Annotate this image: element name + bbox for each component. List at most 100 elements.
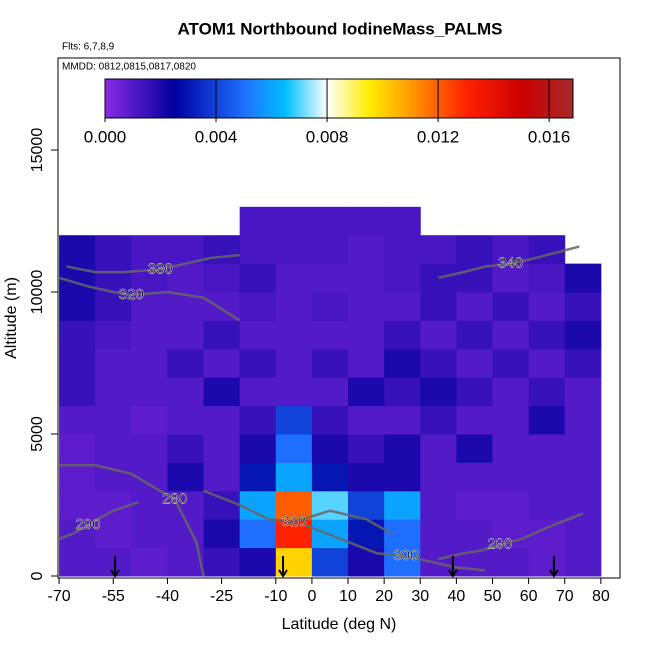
heat-cell <box>239 235 277 265</box>
heat-cell <box>275 235 313 265</box>
colorbar-tick-label: 0.004 <box>195 127 238 146</box>
heat-cell <box>275 547 313 577</box>
heat-cell <box>492 292 530 321</box>
flight-marker <box>278 556 288 578</box>
heat-cell <box>239 547 277 577</box>
heat-cell <box>59 490 96 520</box>
x-tick-label: 60 <box>520 588 538 605</box>
heat-cell <box>384 320 421 350</box>
heat-cell <box>275 490 313 520</box>
heat-cell <box>456 320 494 350</box>
flight-marker <box>549 556 559 578</box>
heat-cell <box>311 434 349 463</box>
heat-cell <box>239 348 277 378</box>
heat-cell <box>203 434 241 463</box>
x-tick-label: -40 <box>156 588 179 605</box>
heat-cell <box>239 434 277 463</box>
heat-cell <box>492 235 530 265</box>
heat-cell <box>348 377 385 407</box>
heat-cell <box>95 263 132 293</box>
heat-cell <box>311 206 349 236</box>
heat-cell <box>59 320 96 350</box>
heat-cell <box>456 292 494 321</box>
heat-cell <box>203 519 241 549</box>
heat-cell <box>59 292 96 321</box>
heat-cell <box>348 434 385 463</box>
contour-line <box>58 500 139 541</box>
heat-cell <box>528 405 566 435</box>
heat-cell <box>564 263 602 293</box>
heat-cell <box>239 263 277 293</box>
x-tick-label: 70 <box>556 588 574 605</box>
heat-cell <box>167 348 205 378</box>
contour-label: 330 <box>148 260 173 277</box>
heat-cell <box>311 462 349 492</box>
heat-cell <box>95 434 132 463</box>
heat-cell <box>348 206 385 236</box>
heat-cell <box>420 292 457 321</box>
flight-marker <box>110 556 120 578</box>
heat-cell <box>348 263 385 293</box>
heat-cell <box>167 235 205 265</box>
heat-cell <box>131 377 168 407</box>
heat-cell <box>384 348 421 378</box>
heat-cell <box>239 292 277 321</box>
heat-cell <box>420 434 457 463</box>
plot-frame <box>57 57 621 579</box>
heat-cell <box>59 434 96 463</box>
flights-note: Flts: 6,7,8,9 <box>62 42 115 53</box>
contour-line <box>304 523 486 572</box>
x-tick-label: 0 <box>307 588 316 605</box>
heat-cell <box>167 377 205 407</box>
heat-cell <box>384 405 421 435</box>
heat-cell <box>203 490 241 520</box>
heat-cell <box>275 206 313 236</box>
heat-cell <box>311 320 349 350</box>
heat-cell <box>239 462 277 492</box>
heat-cell <box>528 292 566 321</box>
heat-cell <box>384 462 421 492</box>
heat-cell <box>203 405 241 435</box>
heat-cell <box>167 490 205 520</box>
heat-cell <box>420 377 457 407</box>
heat-cell <box>384 434 421 463</box>
heat-cell <box>348 235 385 265</box>
heat-cell <box>275 320 313 350</box>
contour-label: 340 <box>498 255 523 272</box>
heat-cell <box>59 462 96 492</box>
contour-label: 300 <box>393 547 418 564</box>
heat-cell <box>95 519 132 549</box>
heat-cell <box>95 292 132 321</box>
heat-cell <box>528 547 566 577</box>
heat-cell <box>59 547 96 577</box>
heat-cell <box>275 434 313 463</box>
heat-cell <box>564 547 602 577</box>
heat-cell <box>239 377 277 407</box>
heat-cell <box>59 405 96 435</box>
heat-cell <box>384 377 421 407</box>
heat-cell <box>167 405 205 435</box>
colorbar-segment <box>521 79 574 118</box>
x-tick-label: 30 <box>411 588 429 605</box>
heat-cell <box>311 405 349 435</box>
contour-line <box>438 512 584 561</box>
heat-cell <box>384 206 421 236</box>
heat-cell <box>492 490 530 520</box>
x-tick-label: -55 <box>102 588 125 605</box>
heat-cell <box>275 292 313 321</box>
heat-cell <box>311 547 349 577</box>
heat-cell <box>203 235 241 265</box>
heat-cell <box>239 519 277 549</box>
heat-cell <box>384 490 421 520</box>
x-tick-label: -25 <box>210 588 233 605</box>
heat-cell <box>275 263 313 293</box>
contour-line <box>59 464 205 577</box>
heat-cell <box>564 490 602 520</box>
colorbar-segment <box>174 79 245 118</box>
heat-cell <box>95 547 132 577</box>
colorbar-tick-label: 0.016 <box>528 127 571 146</box>
heat-cell <box>492 434 530 463</box>
heat-cell <box>59 235 96 265</box>
heat-cell <box>95 405 132 435</box>
heat-cell <box>311 235 349 265</box>
